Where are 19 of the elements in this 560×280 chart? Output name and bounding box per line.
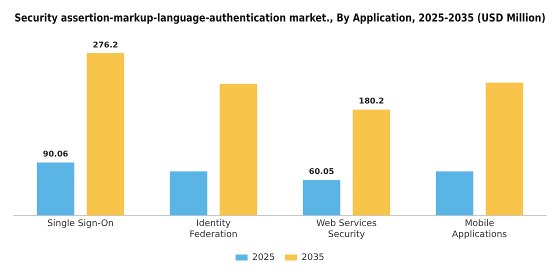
x-tick-label: Single Sign-On [47,219,114,230]
data-label: 60.05 [308,167,335,176]
bar [220,84,258,216]
x-tick-label: Mobile Applications [452,219,508,240]
x-tick-label: Web Services Security [316,219,378,240]
legend-label: 2025 [252,252,275,263]
bar [170,171,208,216]
chart-title: Security assertion-markup-language-authentication market., By Application, 2025-2035 (USD Million) [14,12,546,25]
bar [436,171,474,216]
data-label: 180.2 [358,96,384,106]
bar [486,82,524,216]
x-tick-label: Identity Federation [190,219,238,240]
bar [302,180,340,216]
legend-label: 2035 [302,252,324,263]
data-label: 90.06 [42,150,69,159]
data-label: 276.2 [92,40,118,50]
bar [36,162,74,216]
bar [352,110,390,216]
bar [86,53,124,216]
